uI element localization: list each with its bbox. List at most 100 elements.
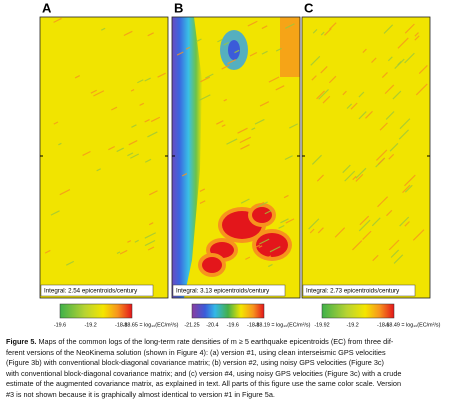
integral-label: Integral: 3.13 epicentroids/century (176, 288, 270, 295)
integral-box (40, 284, 154, 297)
streak (384, 84, 395, 95)
streak (371, 57, 377, 63)
map-frame (39, 16, 169, 299)
streak (318, 88, 329, 100)
caption-text: ferent versions of the NeoKinema solutio… (6, 347, 386, 357)
streak (148, 222, 154, 226)
streak (256, 201, 265, 207)
streak (377, 157, 386, 165)
streak (386, 209, 393, 217)
streak (185, 46, 191, 50)
streak (111, 106, 118, 111)
streak (127, 152, 134, 157)
streak (404, 23, 415, 34)
streak (261, 25, 268, 30)
streak (150, 116, 161, 123)
streak (59, 189, 71, 196)
streak (342, 90, 347, 96)
streak (147, 32, 154, 37)
map (302, 17, 430, 298)
streak (248, 235, 260, 242)
blue-strip (172, 17, 202, 298)
streak (119, 249, 128, 255)
streak (226, 138, 238, 145)
streak (392, 90, 402, 100)
streak (205, 73, 214, 79)
streak (259, 101, 270, 107)
red-patch (202, 257, 222, 273)
map-bg (40, 17, 168, 298)
streak (127, 240, 132, 243)
streak (269, 246, 281, 253)
streak (149, 190, 158, 196)
streak (221, 124, 226, 128)
caption-line: (Figure 3b) with conventional block-diag… (6, 358, 470, 369)
streak (53, 17, 62, 23)
streak (144, 118, 150, 123)
streak (74, 75, 81, 79)
streak (239, 136, 252, 144)
streak (346, 103, 353, 109)
streak (157, 72, 166, 78)
streak (289, 123, 298, 129)
streak (309, 228, 315, 234)
streak (234, 49, 240, 54)
streak (283, 194, 289, 199)
streak (50, 210, 60, 216)
streak (82, 150, 91, 156)
streak (418, 65, 428, 75)
streak (358, 91, 365, 98)
streak (362, 48, 367, 54)
blue-patch (228, 40, 240, 60)
colorbar-tick: -21.25 (184, 322, 199, 328)
colorbar-tick: -19.2 (346, 322, 358, 328)
streak (381, 71, 388, 79)
red-patch (252, 207, 272, 223)
streak (399, 118, 411, 130)
streak (414, 32, 419, 37)
streak (278, 224, 285, 229)
streak (404, 174, 416, 187)
streak (264, 209, 272, 215)
streak (390, 249, 400, 258)
streak (385, 111, 395, 120)
colorbar-tick: -19.2 (84, 322, 96, 328)
panel-label: B (174, 0, 183, 15)
colorbar (321, 303, 395, 319)
streak (53, 121, 59, 125)
caption-line: with conventional block-diagonal covaria… (6, 369, 470, 380)
streak (116, 147, 124, 153)
streak (352, 240, 363, 251)
streak (412, 229, 425, 241)
streak (359, 215, 370, 226)
streak (275, 85, 285, 91)
streak (377, 196, 389, 208)
streak (144, 158, 152, 163)
panel-label: A (42, 0, 52, 15)
streak (199, 200, 206, 204)
streak (44, 249, 51, 254)
integral-box (302, 284, 416, 297)
streak (144, 77, 151, 82)
streak (144, 232, 157, 239)
streak (388, 239, 400, 251)
streak (358, 219, 371, 232)
orange-edge (280, 17, 300, 77)
streak (93, 90, 105, 97)
streak (96, 168, 102, 172)
streak (362, 230, 372, 241)
streak (334, 227, 346, 238)
map-bg (302, 17, 430, 298)
streak (223, 98, 228, 102)
streak (310, 55, 321, 66)
caption: Figure 5. Maps of the common logs of the… (6, 337, 470, 401)
streak (328, 75, 337, 84)
colorbar-tick: -18.8 (115, 322, 127, 328)
streak (144, 239, 156, 247)
streak (247, 20, 258, 27)
streak (237, 127, 248, 134)
colorbar-tick: -20.4 (206, 322, 218, 328)
streak (223, 41, 229, 46)
streak (398, 129, 409, 140)
